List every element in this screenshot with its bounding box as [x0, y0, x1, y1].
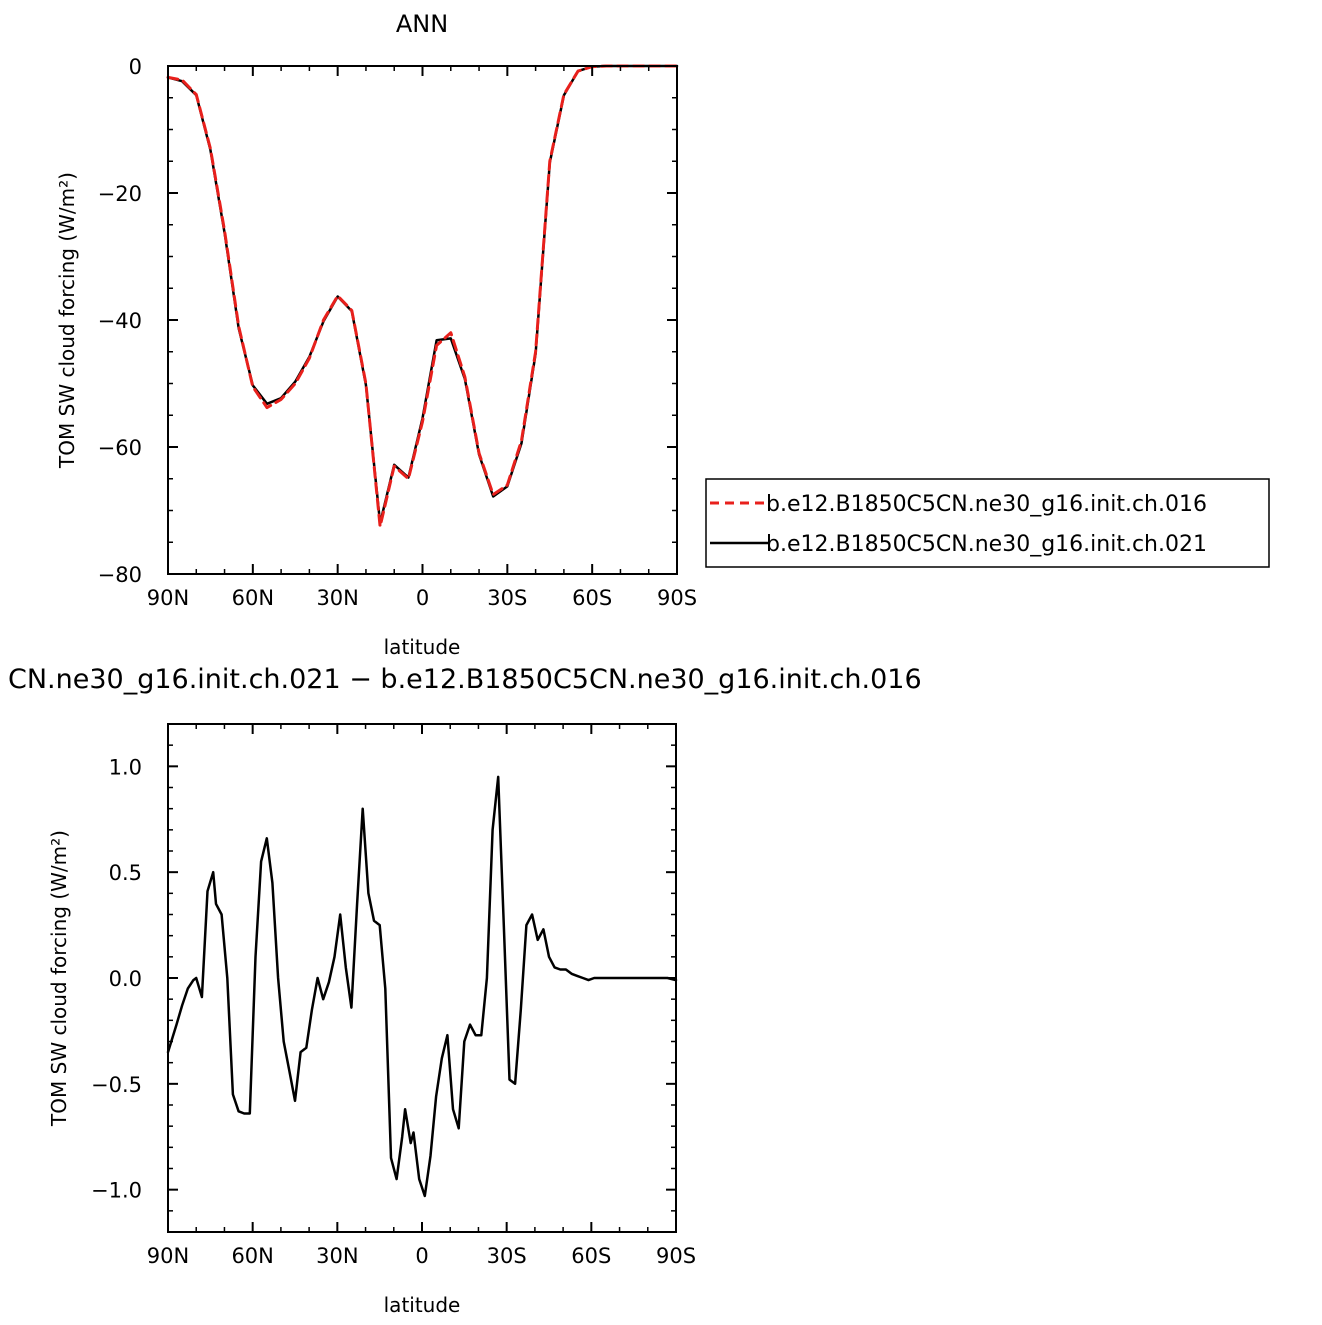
bottom-x-tick-label: 90S [656, 1244, 696, 1268]
top-x-tick-label: 60S [572, 586, 612, 610]
bottom-x-axis-label: latitude [384, 1293, 461, 1317]
bottom-x-tick-label: 30S [487, 1244, 527, 1268]
bottom-y-tick-label: −0.5 [91, 1073, 142, 1097]
legend: b.e12.B1850C5CN.ne30_g16.init.ch.016 b.e… [705, 478, 1270, 568]
top-y-tick-label: −80 [98, 563, 142, 587]
top-x-axis-label: latitude [384, 635, 461, 659]
bottom-series-line-1 [166, 775, 678, 1198]
top-chart: ANN 90N 60N 30N 0 30S 60S 90S 0 −20 −40 −60 −80 lat… [55, 10, 1270, 659]
bottom-chart-title: CN.ne30_g16.init.ch.021 − b.e12.B1850C5C… [8, 664, 922, 695]
top-x-tick-label: 60N [232, 586, 274, 610]
top-series-line-2 [166, 64, 679, 525]
top-series-line-1 [166, 64, 679, 528]
top-x-tick-label: 30N [316, 586, 358, 610]
bottom-y-tick-label: −1.0 [91, 1179, 142, 1203]
top-y-axis-label: TOM SW cloud forcing (W/m²) [55, 172, 79, 469]
top-plot-frame [167, 65, 678, 575]
bottom-x-tick-label: 60N [231, 1244, 273, 1268]
legend-entry-series-1: b.e12.B1850C5CN.ne30_g16.init.ch.016 [766, 492, 1207, 517]
top-series-group [166, 64, 679, 528]
bottom-y-tick-label: 0.5 [109, 861, 142, 885]
bottom-series-group [166, 775, 678, 1198]
top-y-tick-label: −40 [98, 309, 142, 333]
legend-box [705, 478, 1270, 568]
bottom-x-tick-label: 60S [571, 1244, 611, 1268]
top-chart-title: ANN [396, 10, 448, 38]
top-x-tick-label: 0 [416, 586, 429, 610]
top-x-tick-label: 90N [147, 586, 189, 610]
legend-entry-series-2: b.e12.B1850C5CN.ne30_g16.init.ch.021 [766, 532, 1207, 557]
top-x-tick-label: 30S [487, 586, 527, 610]
bottom-y-tick-label: 1.0 [109, 755, 142, 779]
bottom-y-axis-label: TOM SW cloud forcing (W/m²) [47, 830, 71, 1127]
bottom-x-tick-label: 90N [147, 1244, 189, 1268]
bottom-x-tick-label: 0 [415, 1244, 428, 1268]
top-y-tick-label: −20 [98, 182, 142, 206]
top-x-tick-label: 90S [657, 586, 697, 610]
bottom-chart: CN.ne30_g16.init.ch.021 − b.e12.B1850C5C… [8, 664, 922, 1317]
top-axis-ticks: 90N 60N 30N 0 30S 60S 90S 0 −20 −40 −60 −80 [98, 55, 697, 610]
top-y-tick-label: 0 [129, 55, 142, 79]
bottom-axis-ticks: 90N 60N 30N 0 30S 60S 90S 1.0 0.5 0.0 −0.5 −1.0 [91, 723, 696, 1268]
top-y-tick-label: −60 [98, 436, 142, 460]
bottom-x-tick-label: 30N [316, 1244, 358, 1268]
bottom-y-tick-label: 0.0 [109, 967, 142, 991]
